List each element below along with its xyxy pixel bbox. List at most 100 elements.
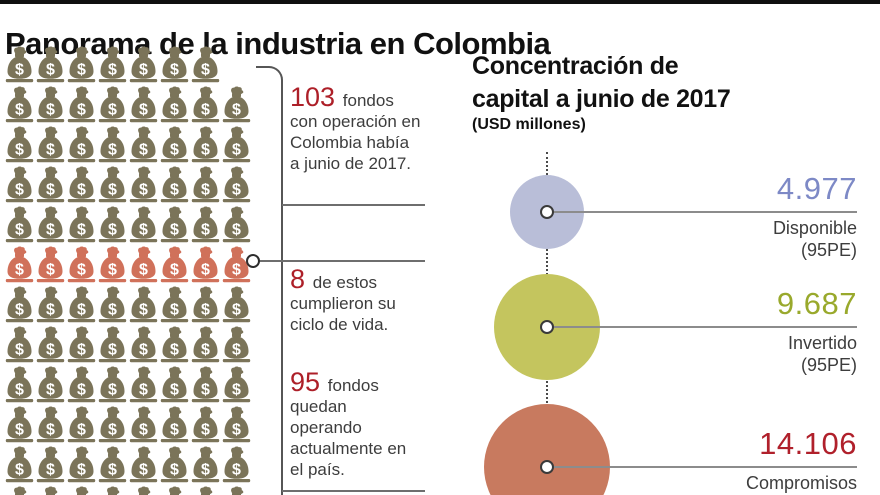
dollar-glyph: $ xyxy=(77,102,86,119)
dollar-glyph: $ xyxy=(170,102,179,119)
money-bag-icon: $ xyxy=(160,446,189,483)
money-bag-icon: $ xyxy=(160,366,189,403)
money-bag-icon: $ xyxy=(191,86,220,123)
money-bag-icon: $ xyxy=(222,86,251,123)
dollar-glyph: $ xyxy=(108,342,117,359)
note-number: 95 xyxy=(290,367,321,397)
money-bag-icon: $ xyxy=(98,126,127,163)
chart-subtitle: (USD millones) xyxy=(472,116,586,133)
dollar-glyph: $ xyxy=(232,462,241,479)
node-dot xyxy=(540,205,554,219)
money-bag-icon: $ xyxy=(5,446,34,483)
dollar-glyph: $ xyxy=(232,182,241,199)
dollar-glyph: $ xyxy=(139,182,148,199)
dollar-glyph: $ xyxy=(77,462,86,479)
dollar-glyph: $ xyxy=(232,102,241,119)
money-bag-row: $ $ $ $ xyxy=(5,206,253,246)
dollar-glyph: $ xyxy=(201,302,210,319)
dollar-glyph: $ xyxy=(170,222,179,239)
dollar-glyph: $ xyxy=(232,382,241,399)
money-bag-icon: $ xyxy=(5,126,34,163)
dollar-glyph: $ xyxy=(108,142,117,159)
dollar-glyph: $ xyxy=(46,302,55,319)
money-bag-icon: $ xyxy=(191,446,220,483)
money-bag-icon: $ xyxy=(98,46,127,83)
money-bag-icon: $ xyxy=(129,446,158,483)
bubble-label: Compromisos (103PE) xyxy=(745,473,857,493)
money-bag-icon: $ xyxy=(191,326,220,363)
money-bag-row: $ $ $ $ xyxy=(5,406,253,446)
money-bag-icon: $ xyxy=(67,366,96,403)
note-fondos-operando: 95 fondos quedan operando actualmente en… xyxy=(290,369,422,480)
money-bag-icon: $ xyxy=(160,246,189,283)
dollar-glyph: $ xyxy=(108,182,117,199)
money-bag-icon: $ xyxy=(160,126,189,163)
money-bag-icon: $ xyxy=(222,326,251,363)
money-bag-icon: $ xyxy=(5,366,34,403)
money-bag-icon: $ xyxy=(36,406,65,443)
dollar-glyph: $ xyxy=(108,382,117,399)
dollar-glyph: $ xyxy=(15,182,24,199)
dollar-glyph: $ xyxy=(46,422,55,439)
dollar-glyph: $ xyxy=(46,62,55,79)
money-bag-icon: $ xyxy=(160,286,189,323)
leader-line xyxy=(547,211,857,213)
money-bag-icon: $ xyxy=(222,246,251,283)
money-bag-icon: $ xyxy=(5,286,34,323)
money-bag-grid: $ $ $ $ xyxy=(5,46,253,495)
money-bag-icon: $ xyxy=(67,406,96,443)
connector-line xyxy=(258,260,425,262)
bubble-circle xyxy=(484,404,610,495)
dollar-glyph: $ xyxy=(170,382,179,399)
money-bag-icon: $ xyxy=(36,206,65,243)
dollar-glyph: $ xyxy=(108,62,117,79)
money-bag-icon: $ xyxy=(129,126,158,163)
dollar-glyph: $ xyxy=(15,62,24,79)
money-bag-icon: $ xyxy=(138,486,151,495)
money-bag-icon: $ xyxy=(191,166,220,203)
money-bag-icon: $ xyxy=(222,286,251,323)
top-rule xyxy=(0,0,880,4)
dollar-glyph: $ xyxy=(232,142,241,159)
dollar-glyph: $ xyxy=(232,422,241,439)
money-bag-icon: $ xyxy=(129,206,158,243)
money-bag-icon: $ xyxy=(98,366,127,403)
money-bag-icon: $ xyxy=(98,326,127,363)
dollar-glyph: $ xyxy=(77,62,86,79)
dollar-glyph: $ xyxy=(108,462,117,479)
money-bag-icon: $ xyxy=(67,286,96,323)
dollar-glyph: $ xyxy=(139,62,148,79)
money-bag-icon: $ xyxy=(36,86,65,123)
node-dot xyxy=(540,320,554,334)
money-bag-row: $ $ $ $ xyxy=(5,126,253,166)
money-bag-icon: $ xyxy=(67,246,96,283)
bubble-label: Invertido (95PE) xyxy=(787,333,857,375)
note-text: de estos cumplieron su ciclo de vida. xyxy=(290,273,396,334)
dollar-glyph: $ xyxy=(170,142,179,159)
dollar-glyph: $ xyxy=(15,302,24,319)
dollar-glyph: $ xyxy=(77,342,86,359)
bubble-value: 4.977 xyxy=(776,171,857,206)
dollar-glyph: $ xyxy=(46,182,55,199)
money-bag-icon: $ xyxy=(169,486,182,495)
dollar-glyph: $ xyxy=(77,422,86,439)
money-bag-icon: $ xyxy=(191,126,220,163)
dollar-glyph: $ xyxy=(15,382,24,399)
dollar-glyph: $ xyxy=(77,182,86,199)
money-bag-icon: $ xyxy=(67,46,96,83)
money-bag-icon: $ xyxy=(36,446,65,483)
dollar-glyph: $ xyxy=(201,62,210,79)
dollar-glyph: $ xyxy=(201,222,210,239)
dollar-glyph: $ xyxy=(77,142,86,159)
dollar-glyph: $ xyxy=(46,342,55,359)
money-bag-icon: $ xyxy=(222,206,251,243)
money-bag-icon: $ xyxy=(67,126,96,163)
dollar-glyph: $ xyxy=(15,102,24,119)
bubble-value: 14.106 xyxy=(759,426,857,461)
note-number: 8 xyxy=(290,264,306,294)
dollar-glyph: $ xyxy=(139,222,148,239)
money-bag-row: $ $ $ $ xyxy=(5,86,253,126)
money-bag-icon: $ xyxy=(67,166,96,203)
dollar-glyph: $ xyxy=(77,302,86,319)
